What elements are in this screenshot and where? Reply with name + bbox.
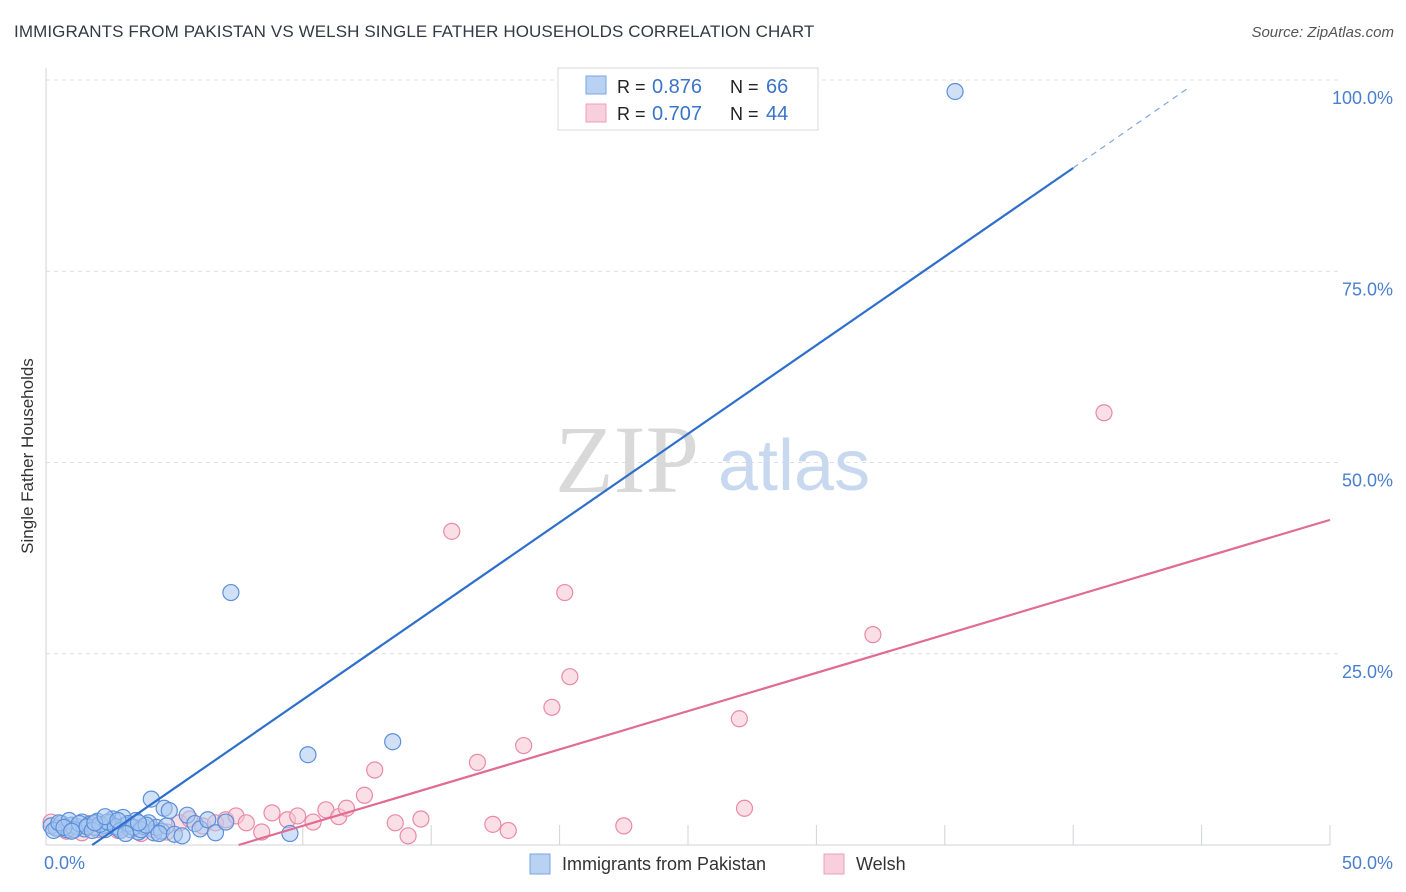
bottom-legend-swatch-welsh <box>823 853 845 875</box>
point-pakistan-58 <box>946 82 964 101</box>
legend-n-label-1: N = <box>730 77 759 97</box>
point-pakistan-60 <box>63 822 81 840</box>
legend-n-value-2: 44 <box>766 103 788 125</box>
point-welsh-38 <box>543 698 561 716</box>
watermark: ZIP atlas <box>555 406 870 513</box>
point-welsh-29 <box>366 761 384 779</box>
y-tick-label-0: 25.0% <box>1342 662 1393 682</box>
point-welsh-44 <box>864 626 882 644</box>
point-pakistan-56 <box>299 746 317 764</box>
legend-r-label-2: R = <box>617 104 646 124</box>
point-pakistan-57 <box>384 733 402 751</box>
trend-line-welsh <box>238 518 1331 847</box>
point-welsh-28 <box>355 786 374 804</box>
y-tick-label-1: 50.0% <box>1342 471 1393 491</box>
point-welsh-23 <box>289 807 307 825</box>
bottom-legend-label-pakistan: Immigrants from Pakistan <box>562 854 766 874</box>
point-pakistan-45 <box>160 801 178 820</box>
point-welsh-43 <box>735 799 754 817</box>
point-pakistan-65 <box>129 814 148 832</box>
legend-swatch-pakistan <box>585 75 607 95</box>
point-welsh-19 <box>237 814 255 832</box>
bottom-legend: Immigrants from Pakistan Welsh <box>529 853 906 875</box>
legend-n-label-2: N = <box>730 104 759 124</box>
point-welsh-34 <box>468 753 487 771</box>
x-tick-label-1: 50.0% <box>1342 853 1393 873</box>
x-tick-label-0: 0.0% <box>44 853 85 873</box>
point-pakistan-64 <box>117 824 135 843</box>
point-welsh-39 <box>556 583 574 602</box>
watermark-atlas: atlas <box>718 426 870 506</box>
source-credit: Source: ZipAtlas.com <box>1251 24 1394 41</box>
axes <box>45 68 1331 846</box>
grid-lines <box>46 79 1338 655</box>
point-welsh-37 <box>515 736 533 755</box>
point-welsh-42 <box>730 710 748 728</box>
series-pakistan-points <box>42 82 964 845</box>
point-pakistan-53 <box>217 813 235 831</box>
point-pakistan-51 <box>199 811 217 829</box>
point-welsh-40 <box>561 668 579 686</box>
point-pakistan-54 <box>222 583 240 602</box>
point-welsh-31 <box>399 827 417 845</box>
point-welsh-21 <box>263 804 281 822</box>
point-pakistan-47 <box>173 827 191 845</box>
y-tick-label-3: 100.0% <box>1332 88 1393 108</box>
point-welsh-41 <box>615 817 633 835</box>
point-welsh-35 <box>484 815 502 833</box>
point-welsh-32 <box>412 810 430 828</box>
trend-lines <box>91 87 1331 847</box>
legend-n-value-1: 66 <box>766 76 788 98</box>
watermark-zip: ZIP <box>555 406 699 513</box>
legend-r-value-1: 0.876 <box>652 76 702 98</box>
point-pakistan-43 <box>150 824 168 843</box>
legend-r-label-1: R = <box>617 77 646 97</box>
trend-line-pakistan <box>91 167 1074 846</box>
y-axis-label: Single Father Households <box>18 358 37 554</box>
chart-title: IMMIGRANTS FROM PAKISTAN VS WELSH SINGLE… <box>14 22 815 41</box>
point-welsh-45 <box>1095 404 1113 422</box>
tick-labels: 25.0% 50.0% 75.0% 100.0% 0.0% 50.0% <box>44 88 1393 873</box>
y-tick-label-2: 75.0% <box>1342 279 1393 299</box>
legend-swatch-welsh <box>585 103 607 123</box>
point-pakistan-52 <box>206 824 225 842</box>
legend: R = 0.876 N = 66 R = 0.707 N = 44 <box>557 67 819 131</box>
legend-r-value-2: 0.707 <box>652 103 702 125</box>
bottom-legend-swatch-pakistan <box>529 853 551 875</box>
trend-line-pakistan-extension <box>1072 87 1190 169</box>
bottom-legend-label-welsh: Welsh <box>856 854 906 874</box>
point-welsh-36 <box>499 821 517 840</box>
point-welsh-33 <box>443 522 461 540</box>
point-welsh-30 <box>386 814 404 832</box>
